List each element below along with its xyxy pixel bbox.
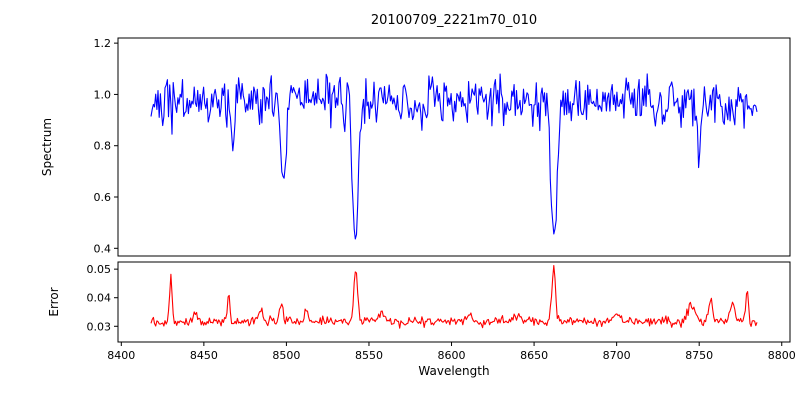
error-axes-border	[117, 261, 791, 343]
xtick-label: 8550	[355, 349, 383, 362]
xtick-label: 8400	[107, 349, 135, 362]
xtick-label: 8650	[520, 349, 548, 362]
spectrum-ytick-label: 1.2	[94, 37, 112, 50]
xtick-label: 8500	[272, 349, 300, 362]
error-ytick-label: 0.04	[87, 292, 112, 305]
xtick-label: 8750	[685, 349, 713, 362]
spectrum-ytick-label: 0.4	[94, 242, 112, 255]
x-axis-label: Wavelength	[418, 364, 490, 378]
spectrum-ytick-label: 0.8	[94, 140, 112, 153]
xtick-label: 8450	[190, 349, 218, 362]
xtick-label: 8700	[603, 349, 631, 362]
chart-title: 20100709_2221m70_010	[370, 13, 538, 28]
spectrum-ytick-label: 1.0	[94, 88, 112, 101]
spectrum-line	[150, 73, 758, 240]
error-ytick-label: 0.03	[87, 320, 112, 333]
error-ytick-label: 0.05	[87, 263, 112, 276]
xtick-label: 8800	[768, 349, 796, 362]
spectrum-axes-border	[117, 37, 791, 257]
error-line	[150, 264, 758, 329]
xtick-label: 8600	[438, 349, 466, 362]
spectrum-ytick-label: 0.6	[94, 191, 112, 204]
